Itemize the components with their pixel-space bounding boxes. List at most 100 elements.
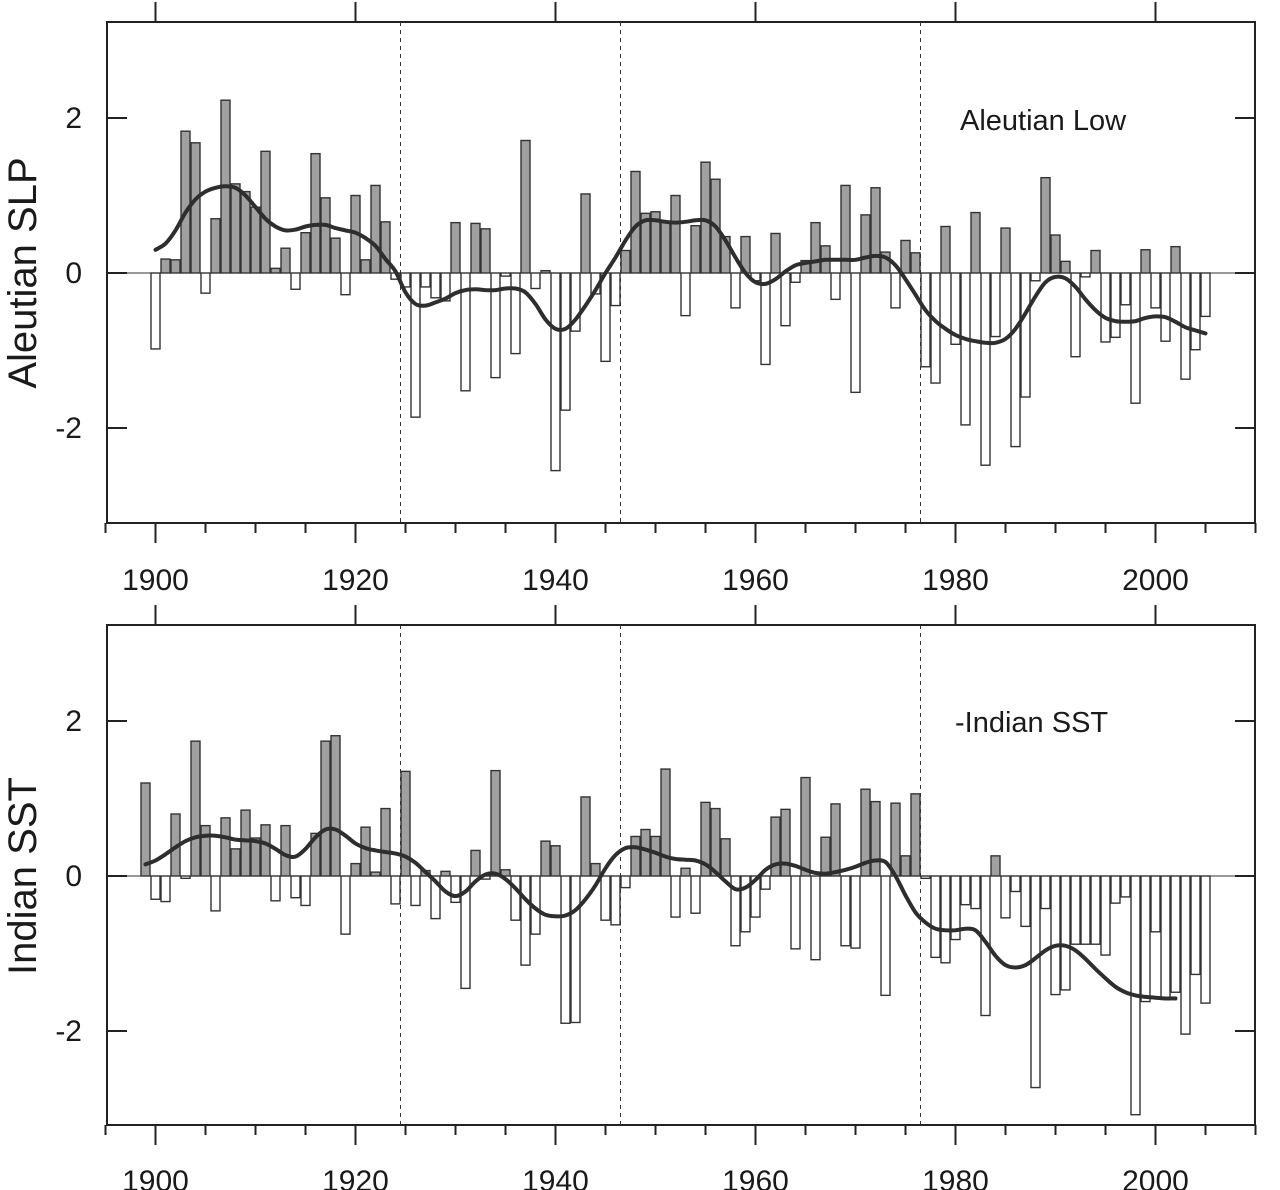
bar bbox=[190, 142, 201, 274]
bar bbox=[660, 768, 671, 877]
bar bbox=[260, 150, 271, 274]
y-tick-label: 2 bbox=[65, 102, 82, 135]
bar bbox=[460, 272, 471, 392]
bar bbox=[770, 232, 781, 274]
bar bbox=[750, 875, 761, 918]
bar bbox=[440, 272, 451, 302]
bar bbox=[640, 212, 651, 274]
bar bbox=[1130, 272, 1141, 404]
bar bbox=[960, 875, 971, 906]
bar bbox=[470, 222, 481, 274]
bar bbox=[1060, 260, 1071, 274]
bar bbox=[760, 875, 771, 890]
bar bbox=[510, 875, 521, 921]
bar bbox=[850, 272, 861, 394]
bar bbox=[240, 809, 251, 877]
bar bbox=[1050, 875, 1061, 996]
bar bbox=[340, 875, 351, 935]
bar bbox=[650, 211, 661, 274]
x-tick-label: 2000 bbox=[1122, 564, 1189, 597]
bar bbox=[320, 740, 331, 877]
bar bbox=[1170, 875, 1181, 993]
bar bbox=[780, 808, 791, 877]
x-tick-label: 1960 bbox=[722, 1165, 789, 1190]
bar bbox=[1140, 875, 1151, 1003]
bar bbox=[690, 875, 701, 914]
bar bbox=[540, 840, 551, 877]
bar bbox=[610, 875, 621, 926]
bar bbox=[710, 807, 721, 877]
bar bbox=[290, 272, 301, 290]
bar bbox=[570, 272, 581, 332]
bar bbox=[890, 802, 901, 877]
y-axis-title: Aleutian SLP bbox=[1, 157, 45, 388]
bar bbox=[620, 249, 631, 274]
x-tick-label: 1920 bbox=[322, 564, 389, 597]
smoothed-series-line bbox=[153, 184, 1208, 346]
x-tick-label: 1980 bbox=[922, 1165, 989, 1190]
bar bbox=[690, 225, 701, 274]
bar bbox=[1190, 272, 1201, 351]
bar bbox=[160, 875, 171, 903]
bar bbox=[350, 862, 361, 877]
bar bbox=[400, 770, 411, 877]
y-tick-label: -2 bbox=[55, 412, 82, 445]
bar bbox=[270, 267, 281, 274]
bar bbox=[830, 803, 841, 877]
bar bbox=[940, 875, 951, 964]
bar bbox=[1120, 272, 1131, 306]
bar bbox=[950, 875, 961, 941]
bar bbox=[1140, 249, 1151, 274]
bar bbox=[960, 272, 971, 426]
bar bbox=[470, 849, 481, 877]
bar bbox=[1150, 875, 1161, 933]
bar bbox=[410, 875, 421, 907]
bar bbox=[1020, 875, 1031, 928]
bar bbox=[600, 875, 611, 921]
bar bbox=[250, 206, 261, 274]
bar bbox=[1010, 272, 1021, 448]
bar bbox=[1160, 875, 1171, 1000]
bar bbox=[480, 228, 491, 274]
bar bbox=[300, 231, 311, 274]
bar bbox=[1120, 875, 1131, 898]
bar bbox=[530, 272, 541, 290]
bar bbox=[550, 845, 561, 877]
bar bbox=[740, 875, 751, 933]
bar bbox=[990, 855, 1001, 877]
bar bbox=[190, 740, 201, 877]
bar bbox=[1200, 272, 1211, 318]
bar bbox=[680, 272, 691, 317]
x-tick-label: 1940 bbox=[522, 1165, 589, 1190]
bar bbox=[1070, 875, 1081, 945]
bar bbox=[610, 272, 621, 307]
x-tick-label: 1980 bbox=[922, 564, 989, 597]
bar bbox=[820, 836, 831, 877]
bar bbox=[1000, 875, 1011, 919]
bar bbox=[500, 272, 511, 277]
bar bbox=[420, 272, 431, 288]
bar bbox=[320, 197, 331, 274]
bar bbox=[260, 824, 271, 877]
bar bbox=[200, 824, 211, 877]
bar bbox=[890, 272, 901, 309]
x-tick-label: 1900 bbox=[122, 1165, 189, 1190]
bar bbox=[1030, 875, 1041, 1089]
bar bbox=[170, 259, 181, 274]
bar bbox=[1190, 875, 1201, 976]
bar bbox=[920, 875, 931, 880]
bar bbox=[980, 272, 991, 466]
bar bbox=[180, 130, 191, 274]
bar bbox=[520, 139, 531, 274]
x-tick-label: 1960 bbox=[722, 564, 789, 597]
panel-indian-sst: Indian SST -Indian SST -2 0 2 1900 1920 1940 1… bbox=[1, 605, 1257, 1190]
bar bbox=[730, 272, 741, 309]
bar bbox=[580, 193, 591, 274]
bar bbox=[930, 875, 941, 959]
bar bbox=[430, 272, 441, 299]
x-tick-label: 1920 bbox=[322, 1165, 389, 1190]
bar bbox=[720, 838, 731, 877]
y-tick-label: 2 bbox=[65, 705, 82, 738]
bar bbox=[810, 221, 821, 274]
